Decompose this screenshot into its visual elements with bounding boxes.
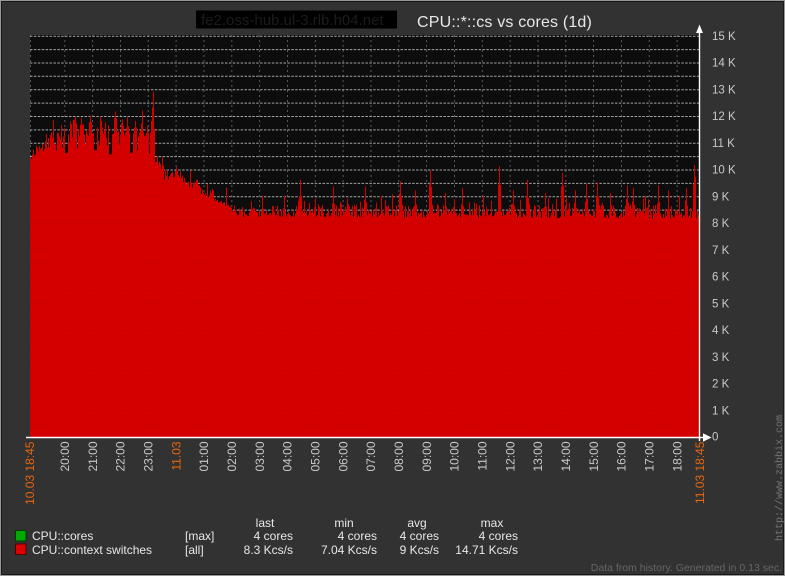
- svg-text:http://www.zabbix.com: http://www.zabbix.com: [774, 415, 785, 541]
- svg-text:3 K: 3 K: [712, 352, 730, 364]
- svg-text:7 K: 7 K: [712, 245, 730, 257]
- svg-text:Data from history. Generated i: Data from history. Generated in 0.13 sec…: [591, 562, 782, 574]
- svg-text:10:00: 10:00: [448, 441, 462, 471]
- svg-text:8 K: 8 K: [712, 218, 730, 230]
- svg-text:15 K: 15 K: [712, 31, 736, 43]
- svg-text:22:00: 22:00: [114, 441, 128, 471]
- svg-text:0: 0: [712, 432, 718, 444]
- svg-text:5 K: 5 K: [712, 298, 730, 310]
- svg-text:7.04 Kcs/s: 7.04 Kcs/s: [321, 543, 377, 557]
- svg-text:12 K: 12 K: [712, 111, 736, 123]
- svg-text:01:00: 01:00: [197, 441, 211, 471]
- svg-text:11.03: 11.03: [169, 441, 183, 470]
- svg-text:14 K: 14 K: [712, 58, 736, 70]
- svg-text:4 cores: 4 cores: [338, 529, 377, 543]
- svg-text:13 K: 13 K: [712, 84, 736, 96]
- svg-text:18:00: 18:00: [670, 441, 684, 471]
- svg-text:4 cores: 4 cores: [479, 529, 518, 543]
- svg-text:CPU::context switches: CPU::context switches: [32, 543, 152, 557]
- svg-text:6 K: 6 K: [712, 272, 730, 284]
- svg-text:15:00: 15:00: [587, 441, 601, 471]
- svg-text:17:00: 17:00: [643, 441, 657, 471]
- svg-text:07:00: 07:00: [364, 441, 378, 471]
- svg-text:04:00: 04:00: [281, 441, 295, 471]
- svg-text:23:00: 23:00: [142, 441, 156, 471]
- svg-text:10.03 18:45: 10.03 18:45: [23, 441, 37, 505]
- svg-text:10 K: 10 K: [712, 165, 736, 177]
- svg-text:08:00: 08:00: [392, 441, 406, 471]
- svg-text:min: min: [334, 516, 353, 530]
- svg-text:16:00: 16:00: [615, 441, 629, 471]
- svg-text:11.03 18:45: 11.03 18:45: [693, 441, 707, 504]
- svg-text:14.71 Kcs/s: 14.71 Kcs/s: [455, 543, 518, 557]
- svg-text:last: last: [256, 516, 275, 530]
- svg-text:8.3 Kcs/s: 8.3 Kcs/s: [244, 543, 293, 557]
- svg-text:CPU::cores: CPU::cores: [32, 529, 93, 543]
- svg-text:[all]: [all]: [185, 543, 204, 557]
- svg-text:05:00: 05:00: [309, 441, 323, 471]
- svg-text:02:00: 02:00: [225, 441, 239, 471]
- svg-text:[max]: [max]: [185, 529, 214, 543]
- svg-text:12:00: 12:00: [503, 441, 517, 471]
- svg-text:03:00: 03:00: [253, 441, 267, 471]
- svg-text:9 Kcs/s: 9 Kcs/s: [400, 543, 439, 557]
- svg-text:4 K: 4 K: [712, 325, 730, 337]
- svg-text:11 K: 11 K: [712, 138, 735, 150]
- svg-text:CPU::*::cs vs cores (1d): CPU::*::cs vs cores (1d): [417, 14, 592, 31]
- svg-text:9 K: 9 K: [712, 191, 730, 203]
- svg-text:2 K: 2 K: [712, 379, 730, 391]
- svg-text:4 cores: 4 cores: [254, 529, 293, 543]
- svg-text:09:00: 09:00: [420, 441, 434, 471]
- svg-text:fe2.oss-hub.ul-3.rlb.h04.net: fe2.oss-hub.ul-3.rlb.h04.net: [201, 12, 384, 29]
- svg-text:avg: avg: [407, 516, 426, 530]
- svg-text:21:00: 21:00: [86, 441, 100, 471]
- svg-text:06:00: 06:00: [336, 441, 350, 471]
- svg-text:max: max: [481, 516, 504, 530]
- svg-text:1 K: 1 K: [712, 405, 730, 417]
- svg-text:4 cores: 4 cores: [400, 529, 439, 543]
- svg-text:13:00: 13:00: [531, 441, 545, 471]
- svg-text:11:00: 11:00: [476, 441, 490, 470]
- svg-text:14:00: 14:00: [559, 441, 573, 471]
- svg-text:20:00: 20:00: [58, 441, 72, 471]
